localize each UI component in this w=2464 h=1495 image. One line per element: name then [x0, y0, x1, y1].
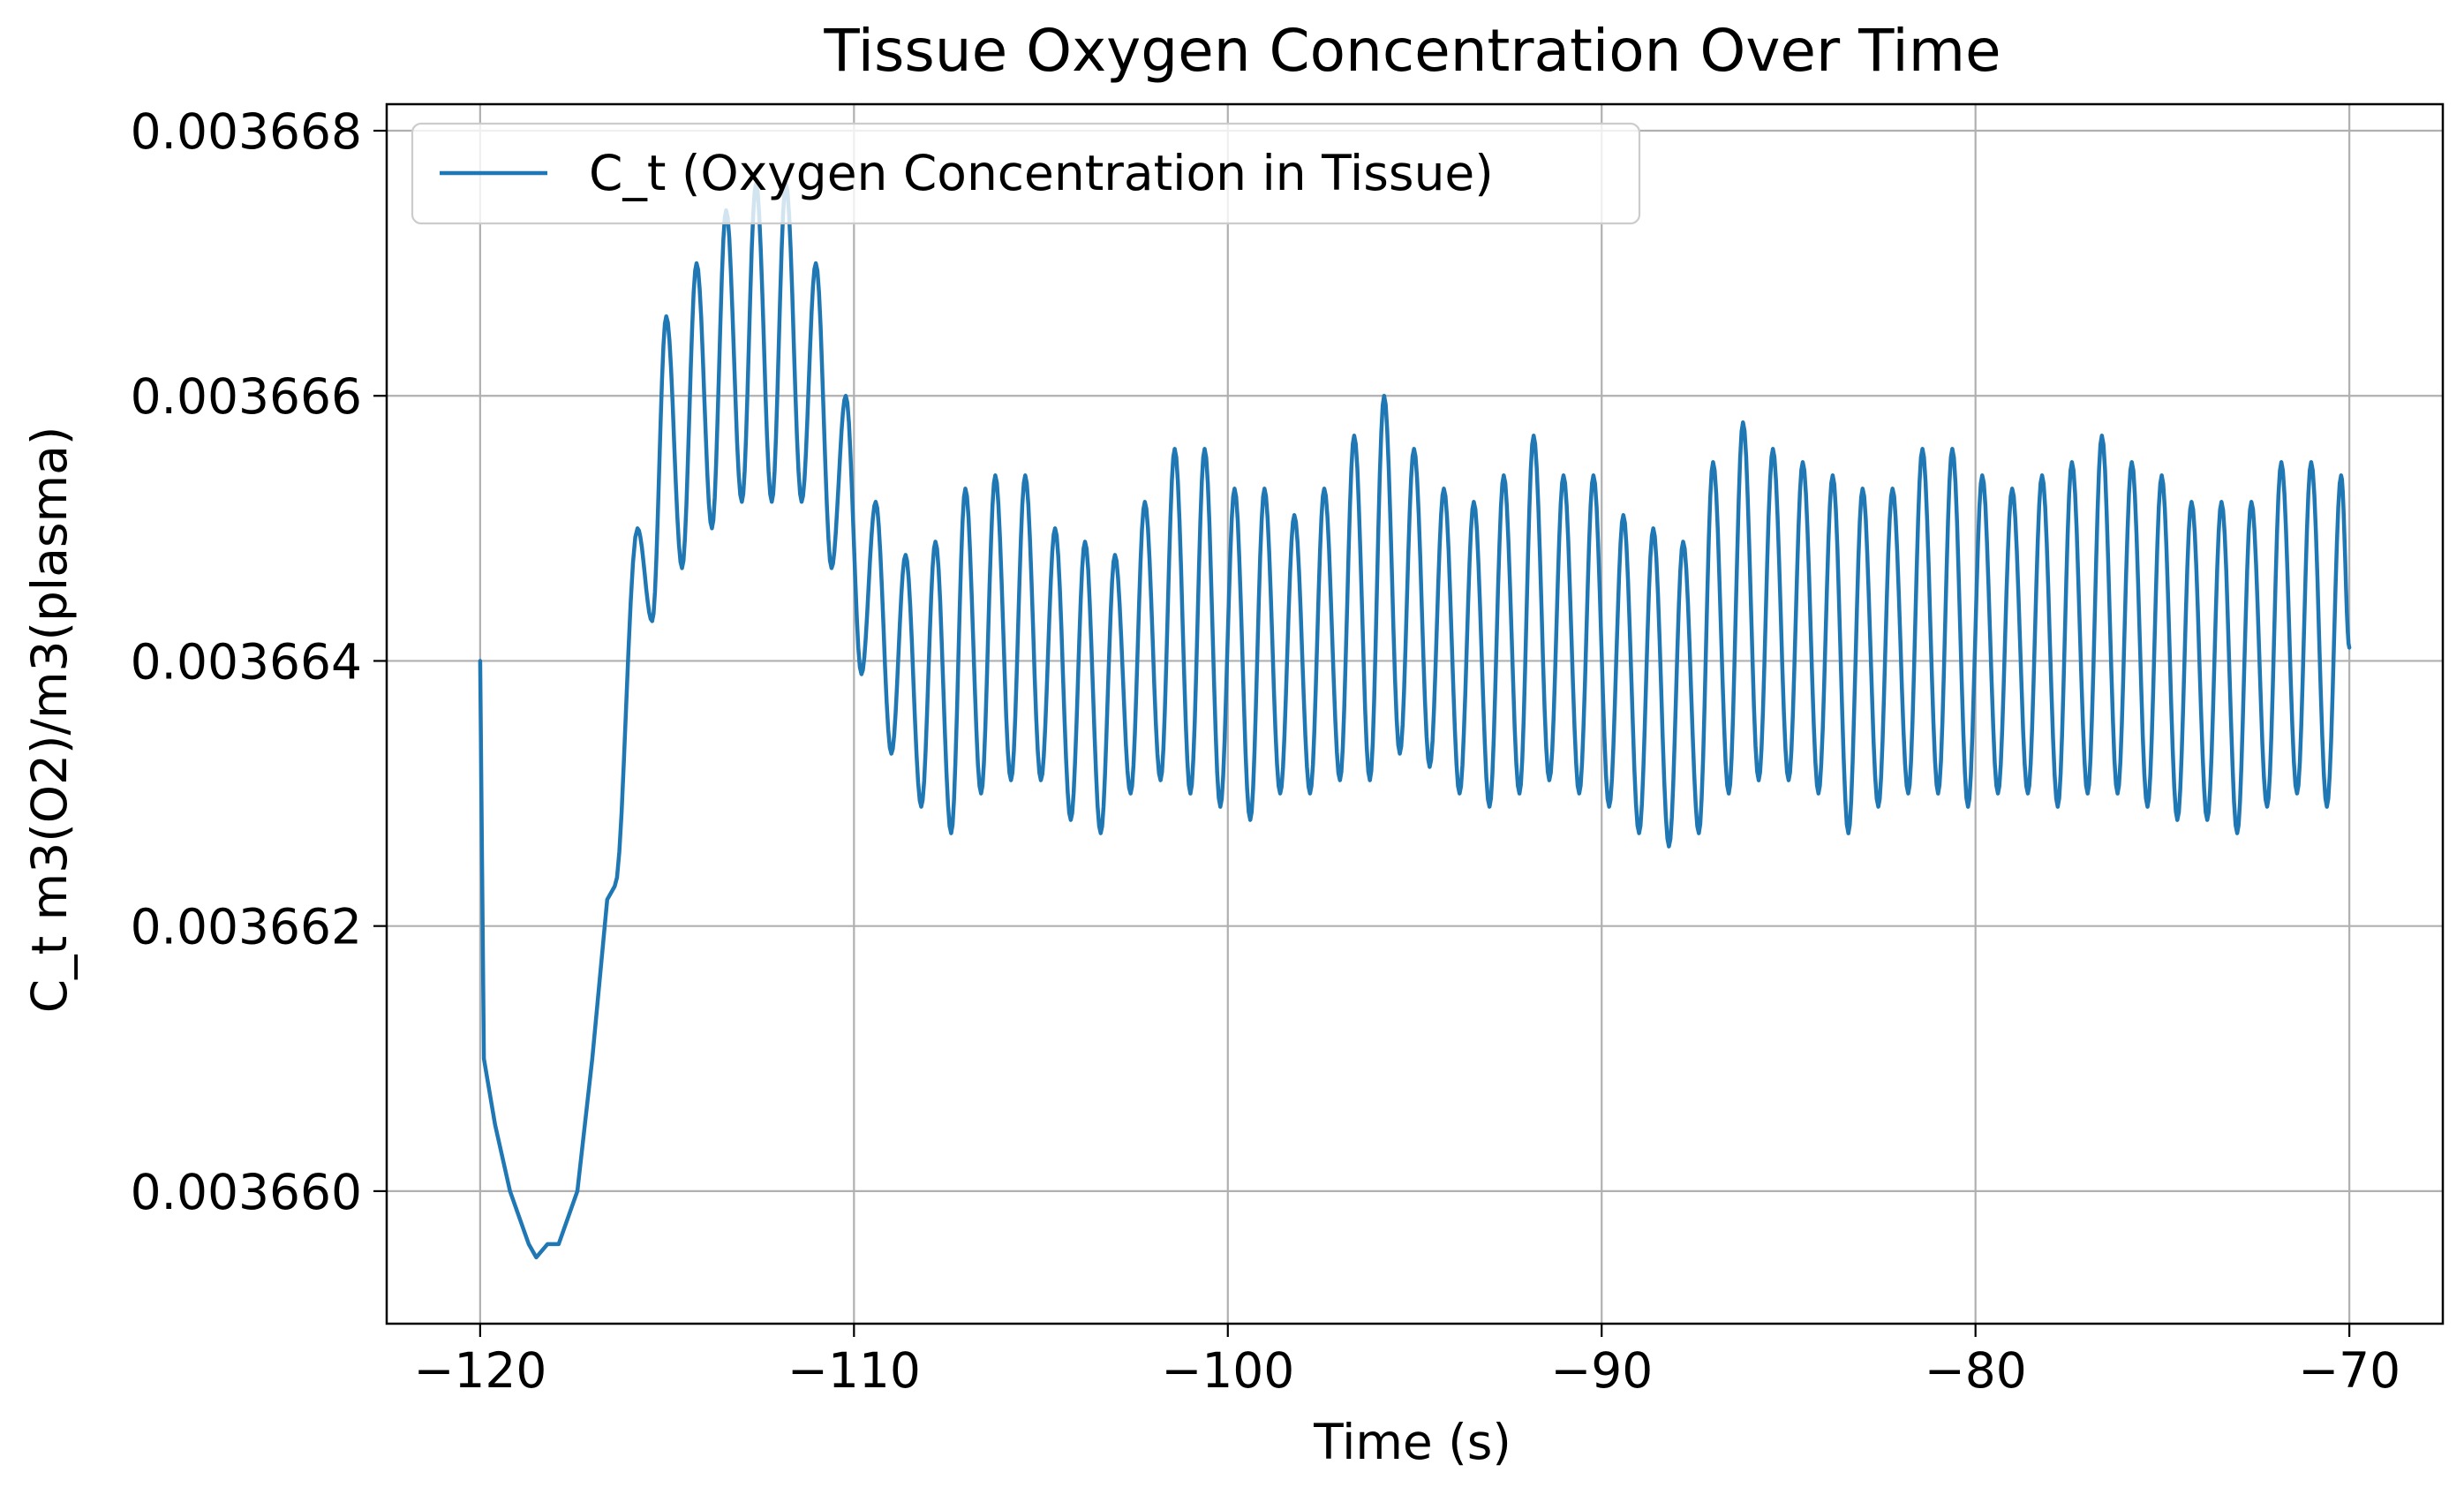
y-axis-title: C_t m3(O2)/m3(plasma) — [21, 427, 78, 1014]
y-tick-label: 0.003666 — [131, 368, 362, 425]
chart-title: Tissue Oxygen Concentration Over Time — [823, 17, 2001, 85]
x-tick-label: −110 — [787, 1342, 921, 1399]
axes-frame — [385, 102, 2445, 1325]
x-tick-label: −70 — [2298, 1342, 2400, 1399]
x-tick-label: −100 — [1161, 1342, 1294, 1399]
legend-label: C_t (Oxygen Concentration in Tissue) — [589, 145, 1494, 201]
x-tick-label: −80 — [1925, 1342, 2027, 1399]
series-layer — [478, 181, 2352, 1260]
legend: C_t (Oxygen Concentration in Tissue) — [411, 122, 1641, 225]
x-axis-title: Time (s) — [1313, 1414, 1511, 1470]
y-tick-label: 0.003668 — [131, 103, 362, 160]
legend-box — [411, 122, 1641, 225]
series-line-c-t — [478, 181, 2352, 1260]
x-tick-label: −90 — [1550, 1342, 1653, 1399]
y-tick-label: 0.003664 — [131, 633, 362, 690]
x-tick-label: −120 — [413, 1342, 546, 1399]
axes: −120 −110 −100 −90 −80 −70 0.003660 0.003662 0.0… — [131, 103, 2401, 1399]
y-tick-label: 0.003662 — [131, 899, 362, 955]
y-tick-label: 0.003660 — [131, 1164, 362, 1220]
